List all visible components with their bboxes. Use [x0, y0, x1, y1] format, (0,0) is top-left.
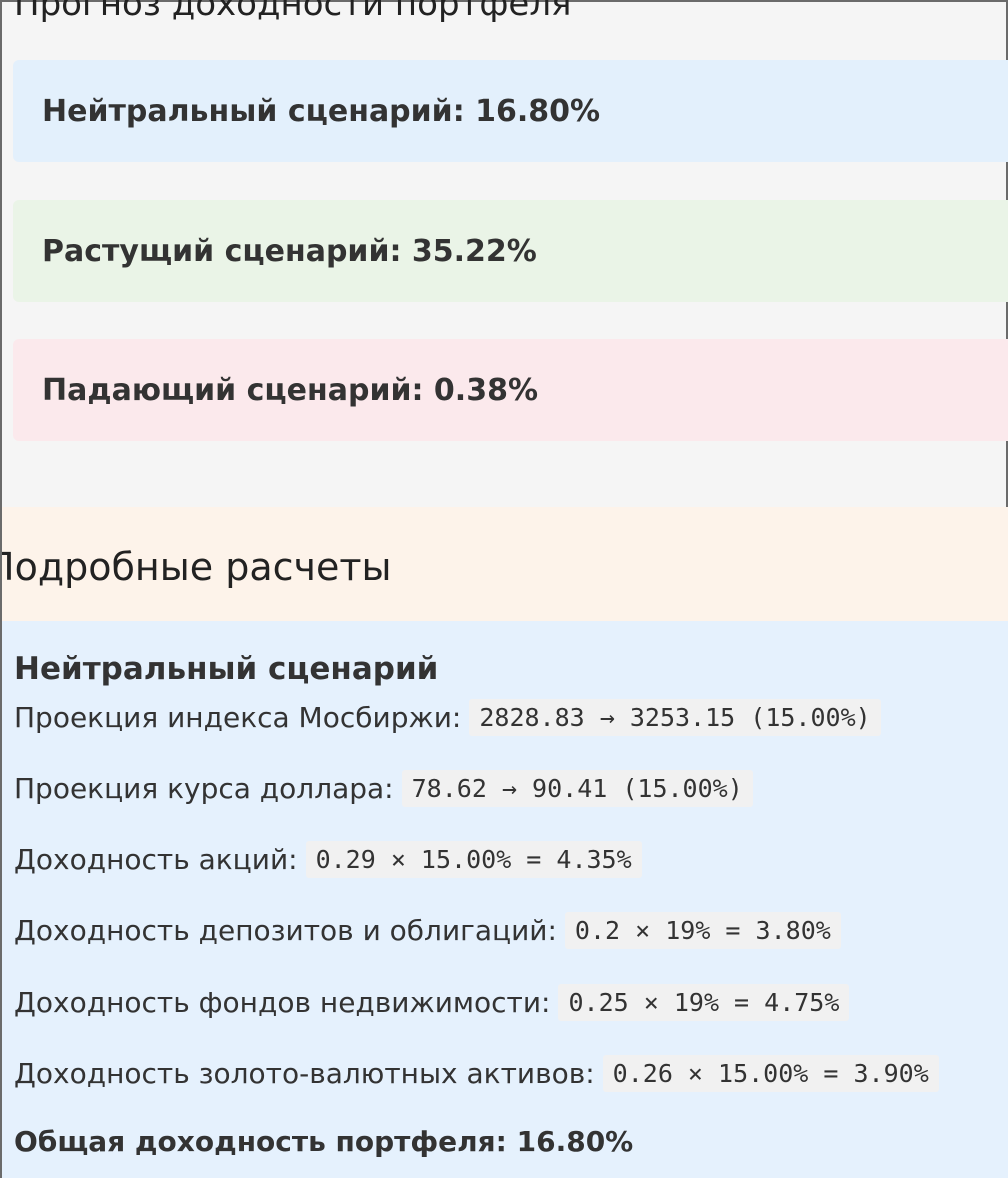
- real-estate-funds-return-row: Доходность фондов недвижимости: 0.25 × 1…: [14, 984, 850, 1021]
- calc-row-label: Доходность акций:: [14, 843, 298, 876]
- calc-row-label: Проекция индекса Мосбиржи:: [14, 701, 462, 734]
- calc-row-label: Доходность золото-валютных активов:: [14, 1057, 595, 1090]
- calc-row-formula: 0.2 × 19% = 3.80%: [564, 912, 841, 949]
- deposits-bonds-return-row: Доходность депозитов и облигаций: 0.2 × …: [14, 912, 841, 949]
- moex-index-projection-row: Проекция индекса Мосбиржи: 2828.83 → 325…: [14, 699, 881, 736]
- calc-row-formula: 0.25 × 19% = 4.75%: [558, 984, 850, 1021]
- calc-row-formula: 0.29 × 15.00% = 4.35%: [305, 841, 642, 878]
- portfolio-total-return: Общая доходность портфеля: 16.80%: [14, 1125, 634, 1158]
- falling-scenario-label: Падающий сценарий: 0.38%: [42, 372, 539, 408]
- page-title: Прогноз доходности портфеля: [14, 0, 572, 24]
- neutral-scenario-label: Нейтральный сценарий: 16.80%: [42, 93, 601, 129]
- calc-row-formula: 0.26 × 15.00% = 3.90%: [602, 1055, 939, 1092]
- details-header-title: Подробные расчеты: [2, 545, 392, 589]
- details-header[interactable]: Подробные расчеты: [2, 507, 1008, 621]
- calc-row-formula: 2828.83 → 3253.15 (15.00%): [469, 699, 881, 736]
- growth-scenario-card: Растущий сценарий: 35.22%: [13, 200, 1008, 302]
- calc-row-label: Доходность фондов недвижимости:: [14, 986, 551, 1019]
- calc-row-label: Проекция курса доллара:: [14, 772, 394, 805]
- neutral-scenario-card: Нейтральный сценарий: 16.80%: [13, 60, 1008, 162]
- usd-rate-projection-row: Проекция курса доллара: 78.62 → 90.41 (1…: [14, 770, 753, 807]
- gold-currency-return-row: Доходность золото-валютных активов: 0.26…: [14, 1055, 939, 1092]
- growth-scenario-label: Растущий сценарий: 35.22%: [42, 233, 537, 269]
- details-panel: Нейтральный сценарий Проекция индекса Мо…: [2, 621, 1008, 1178]
- stocks-return-row: Доходность акций: 0.29 × 15.00% = 4.35%: [14, 841, 642, 878]
- calc-row-formula: 78.62 → 90.41 (15.00%): [401, 770, 753, 807]
- calc-row-label: Доходность депозитов и облигаций:: [14, 914, 557, 947]
- falling-scenario-card: Падающий сценарий: 0.38%: [13, 339, 1008, 441]
- details-scenario-title: Нейтральный сценарий: [14, 651, 439, 687]
